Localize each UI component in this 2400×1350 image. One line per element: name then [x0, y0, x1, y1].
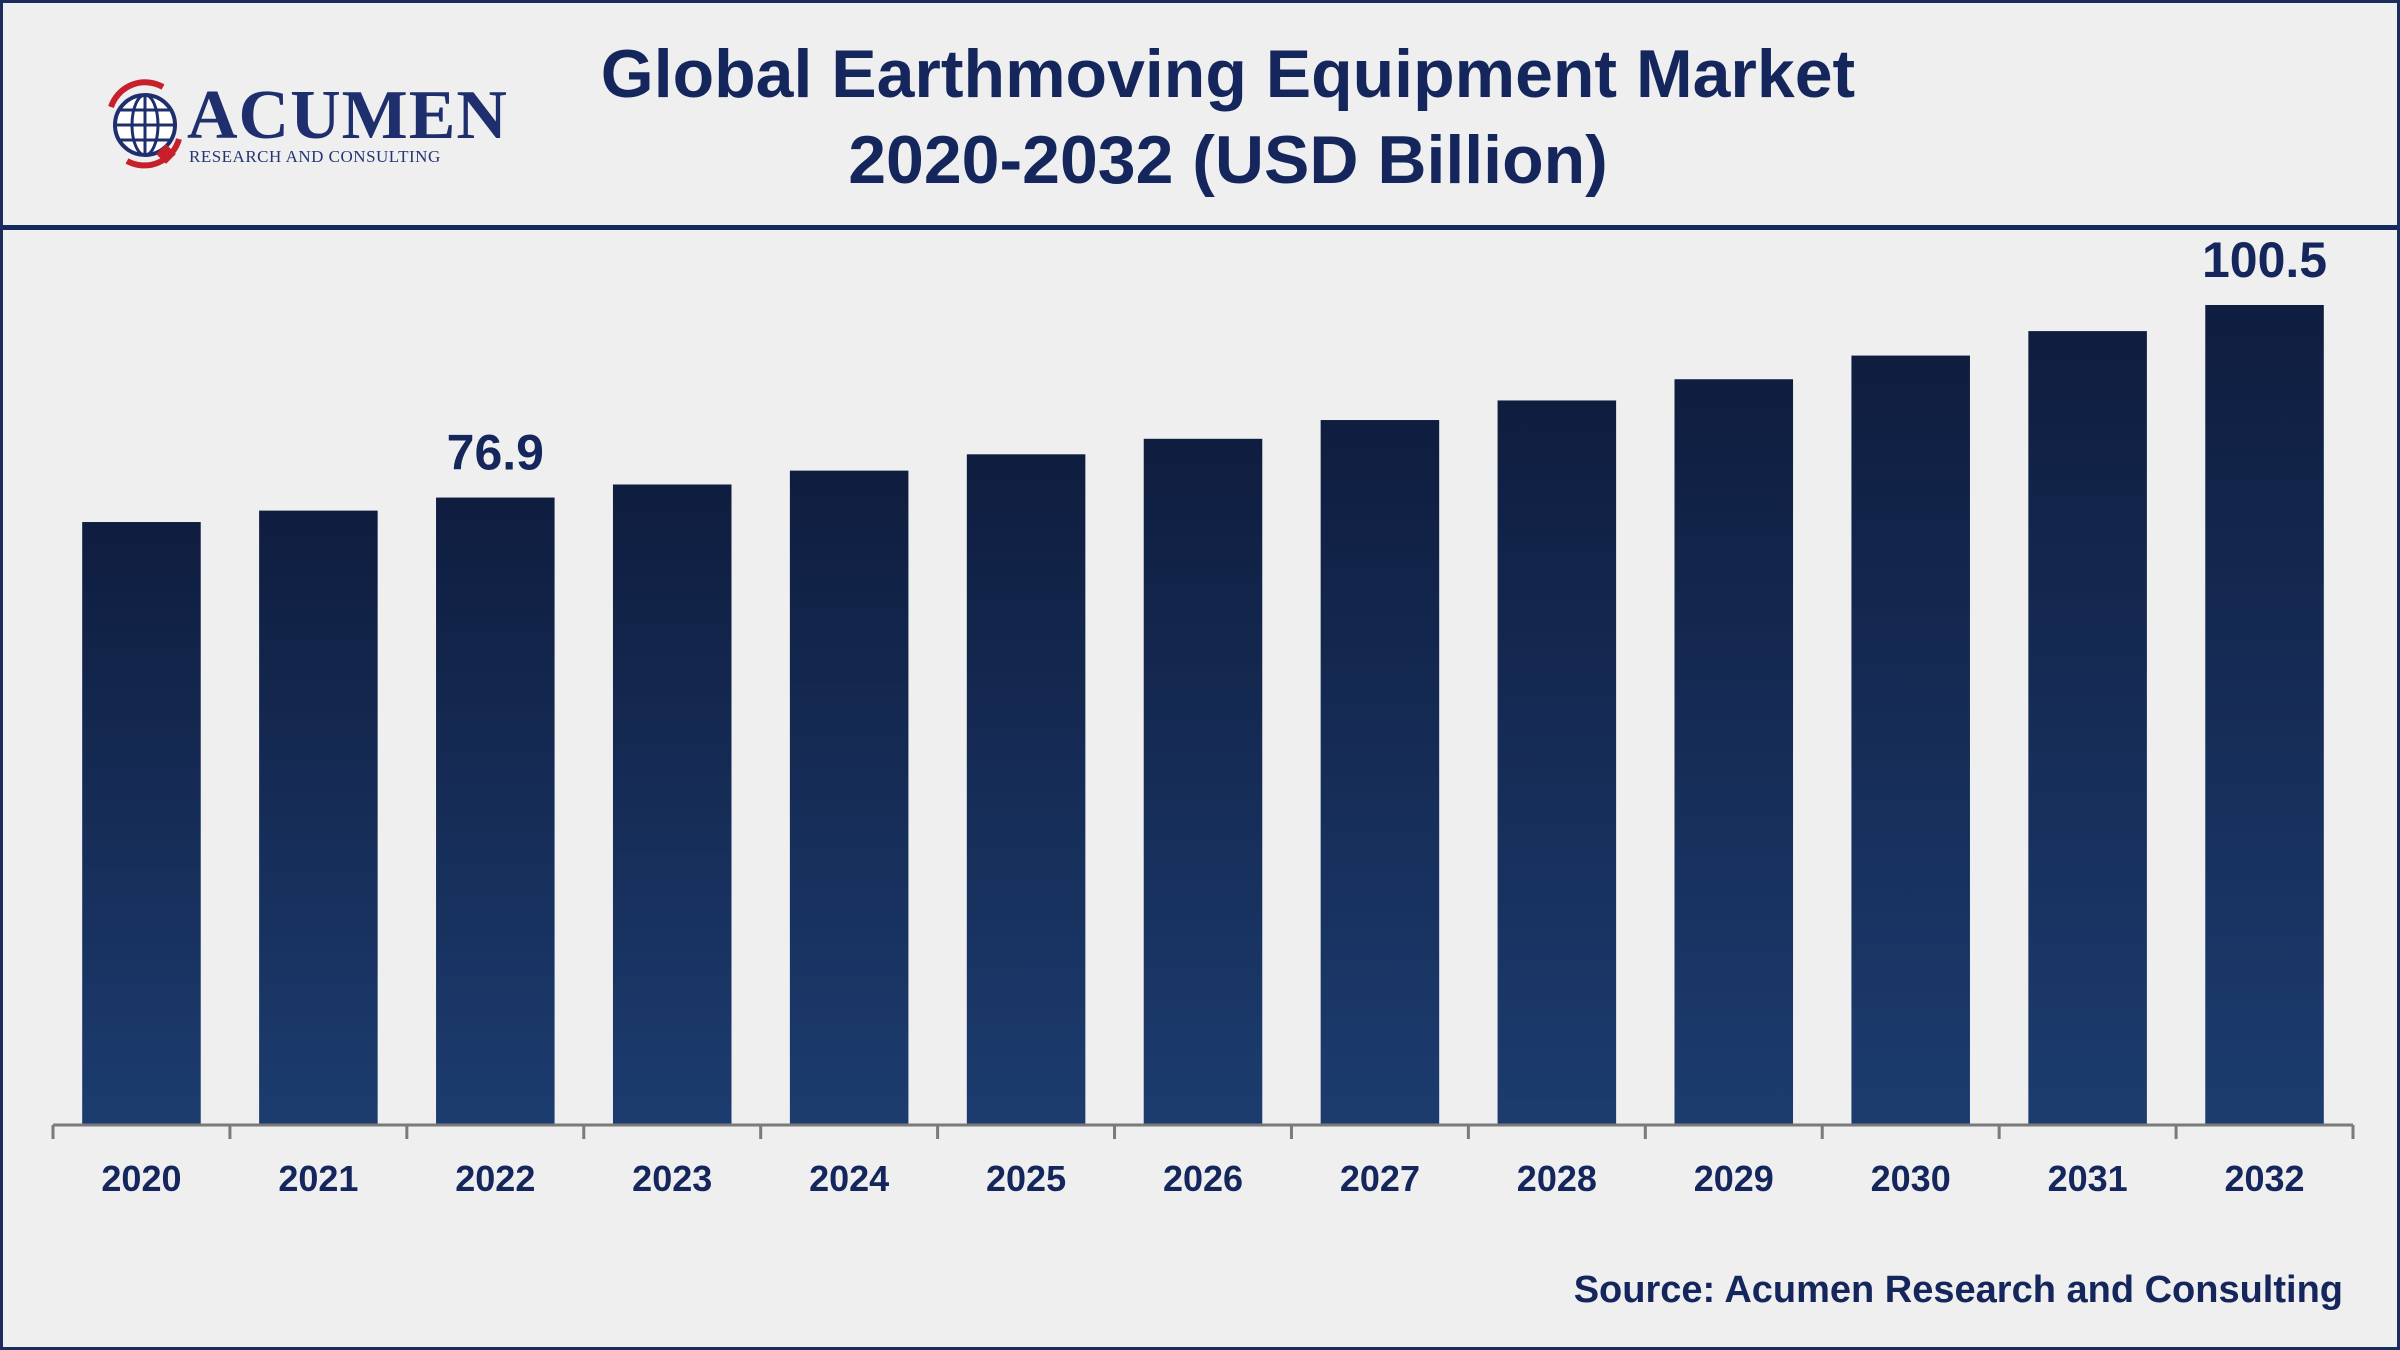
x-tick-label-2020: 2020 — [101, 1158, 181, 1199]
header: ACUMEN RESEARCH AND CONSULTING Global Ea… — [3, 3, 2397, 230]
bar-2022 — [436, 497, 555, 1126]
chart-title: Global Earthmoving Equipment Market 2020… — [453, 31, 2003, 203]
logo-tagline: RESEARCH AND CONSULTING — [189, 147, 441, 166]
chart-title-line1: Global Earthmoving Equipment Market — [600, 36, 1856, 112]
bar-chart: 2020 2021 2022 2023 2024 2025 2026 2027 2028 2029… — [51, 232, 2355, 1199]
source-note: Source: Acumen Research and Consulting — [1573, 1269, 2343, 1311]
data-label-2022: 76.9 — [447, 425, 544, 481]
logo-wordmark: ACUMEN — [187, 77, 508, 154]
bar-2031 — [2028, 331, 2147, 1125]
x-tick-label-2029: 2029 — [1694, 1158, 1774, 1199]
bar-2027 — [1320, 420, 1440, 1125]
x-tick-label-2023: 2023 — [632, 1158, 712, 1199]
x-tick-label-2030: 2030 — [1871, 1158, 1951, 1199]
x-tick-label-2021: 2021 — [278, 1158, 358, 1199]
data-labels: 76.9 100.5 — [447, 232, 2327, 481]
globe-icon — [108, 79, 182, 169]
bar-2030 — [1851, 355, 1970, 1126]
bars-group — [82, 304, 2324, 1126]
bar-2024 — [789, 470, 909, 1126]
x-tick-label-2026: 2026 — [1163, 1158, 1243, 1199]
x-axis: 2020 2021 2022 2023 2024 2025 2026 2027 2028 2029… — [51, 1123, 2355, 1199]
bar-2026 — [1143, 438, 1263, 1125]
data-label-2032: 100.5 — [2202, 232, 2327, 288]
bar-2025 — [966, 454, 1086, 1126]
x-tick-label-2032: 2032 — [2224, 1158, 2304, 1199]
x-tick-label-2025: 2025 — [986, 1158, 1066, 1199]
acumen-logo: ACUMEN RESEARCH AND CONSULTING — [103, 77, 507, 173]
x-tick-label-2027: 2027 — [1340, 1158, 1420, 1199]
x-tick-label-2024: 2024 — [809, 1158, 889, 1199]
bar-2021 — [259, 510, 378, 1125]
chart-title-line2: 2020-2032 (USD Billion) — [848, 122, 1608, 198]
bar-2032 — [2205, 304, 2324, 1125]
x-tick-label-2028: 2028 — [1517, 1158, 1597, 1199]
x-tick-label-2022: 2022 — [455, 1158, 535, 1199]
bar-2020 — [82, 522, 201, 1125]
x-tick-label-2031: 2031 — [2048, 1158, 2128, 1199]
bar-2023 — [612, 484, 732, 1125]
bar-2029 — [1674, 379, 1794, 1125]
bar-2028 — [1497, 400, 1617, 1126]
